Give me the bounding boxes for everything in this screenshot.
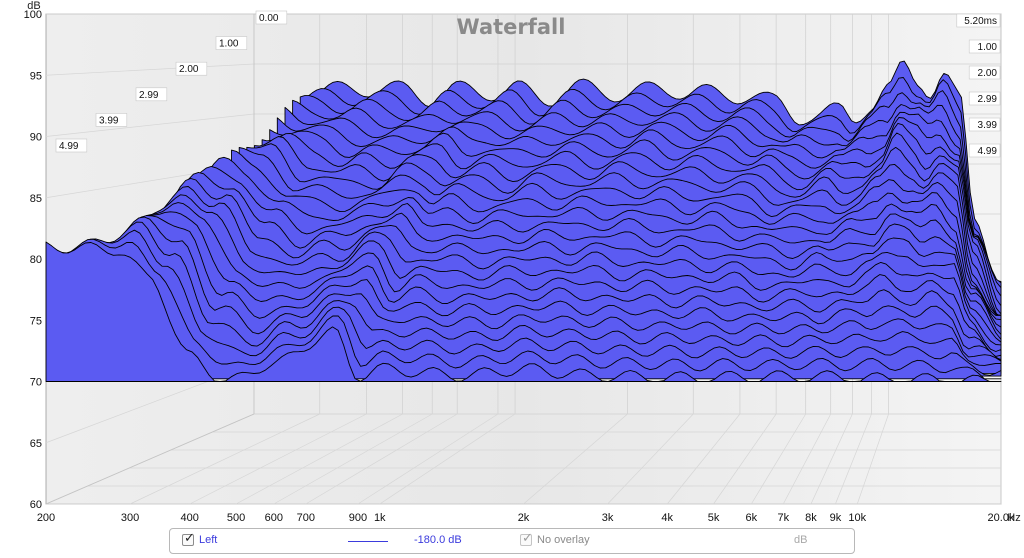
side-db-line	[45, 113, 255, 137]
x-tick-label: 7k	[777, 512, 789, 524]
waterfall-slice	[70, 221, 1002, 374]
time-label-box	[968, 91, 1001, 106]
x-tick-label: 1k	[374, 512, 386, 524]
overlay-label: No overlay	[537, 534, 590, 546]
legend-left-toggle[interactable]: Left	[182, 531, 218, 546]
legend-level: -180.0 dB	[414, 534, 462, 546]
time-label-left: 4.99	[59, 141, 79, 152]
x-tick-label: 9k	[830, 512, 842, 524]
y-axis-label: dB	[27, 0, 40, 12]
side-db-line	[45, 63, 255, 76]
x-tick-label: 8k	[805, 512, 817, 524]
time-label-box	[215, 36, 248, 50]
y-tick-label: 100	[24, 9, 42, 21]
floor-grid-line	[235, 413, 403, 505]
floor-grid-line	[189, 413, 367, 505]
time-label-box	[135, 87, 168, 102]
floor-grid-line	[782, 413, 832, 505]
legend-series-swatch	[348, 541, 388, 542]
time-label-left: 0.00	[259, 13, 279, 24]
y-tick-label: 60	[30, 499, 42, 511]
legend-left-label: Left	[199, 534, 218, 546]
y-tick-label: 90	[30, 132, 42, 144]
y-tick-label: 65	[30, 438, 42, 450]
floor-grid-line	[856, 413, 889, 505]
time-label-left: 2.00	[179, 64, 199, 75]
time-label-right: 1.00	[978, 42, 998, 53]
series-line-swatch	[348, 541, 388, 542]
floor-grid-line	[666, 413, 741, 505]
floor-grid-line	[305, 413, 458, 505]
floor-grid-line	[129, 413, 320, 505]
floor-grid-line	[273, 413, 433, 505]
floor-grid-line	[379, 413, 516, 505]
x-tick-label: 400	[181, 512, 199, 524]
x-tick-label: 900	[349, 512, 367, 524]
floor-grid-line	[713, 413, 777, 505]
overlay-unit-label: dB	[794, 534, 808, 546]
x-tick-label: 700	[297, 512, 315, 524]
time-label-right: 2.99	[978, 94, 998, 105]
x-tick-label: 20.0k	[988, 512, 1015, 524]
floor-edge	[45, 413, 255, 505]
time-label-box	[55, 138, 88, 153]
y-tick-label: 75	[30, 315, 42, 327]
time-label-box	[968, 65, 1001, 80]
x-tick-label: 3k	[602, 512, 614, 524]
time-label-right: 4.99	[978, 146, 998, 157]
time-label-right: 3.99	[978, 120, 998, 131]
overlay-checkbox[interactable]	[520, 531, 533, 546]
x-tick-label: 500	[227, 512, 245, 524]
x-tick-label: 4k	[661, 512, 673, 524]
overlay-unit: dB	[794, 534, 807, 546]
time-label-right: 2.00	[978, 68, 998, 79]
time-label-left: 3.99	[99, 115, 119, 126]
x-tick-label: 6k	[746, 512, 758, 524]
chart-title: Waterfall	[457, 15, 566, 39]
x-tick-label: 10k	[848, 512, 866, 524]
x-axis-label: Hz	[1007, 512, 1020, 524]
x-tick-label: 5k	[708, 512, 720, 524]
x-tick-label: 300	[121, 512, 139, 524]
floor-grid-line	[810, 413, 853, 505]
time-label-box	[255, 10, 288, 25]
time-label-left: 1.00	[219, 39, 239, 50]
waterfall-slice	[45, 241, 1002, 382]
y-tick-label: 80	[30, 254, 42, 266]
floor-grid-line	[607, 413, 694, 505]
time-label-box	[956, 13, 1001, 28]
time-label-box	[175, 61, 208, 76]
time-label-right: 5.20ms	[964, 16, 997, 27]
legend-level-label: -180.0 dB	[414, 534, 462, 546]
y-tick-label: 85	[30, 193, 42, 205]
x-tick-label: 200	[37, 512, 55, 524]
floor-grid-line	[357, 413, 499, 505]
waterfall-slice	[62, 229, 1002, 377]
time-label-box	[968, 117, 1001, 132]
overlay-toggle[interactable]: No overlay	[520, 531, 590, 546]
time-label-box	[968, 143, 1001, 158]
x-tick-label: 600	[265, 512, 283, 524]
time-label-left: 2.99	[139, 90, 159, 101]
floor-grid-line	[751, 413, 807, 505]
y-tick-label: 95	[30, 70, 42, 82]
waterfall-slices	[45, 60, 1002, 382]
floor-grid-line	[523, 413, 628, 505]
x-tick-label: 2k	[518, 512, 530, 524]
floor-grid-line	[835, 413, 872, 505]
legend-bar: Left -180.0 dB No overlay dB	[169, 528, 855, 554]
time-label-box	[968, 39, 1001, 54]
left-checkbox[interactable]	[182, 531, 195, 546]
time-label-box	[95, 113, 128, 127]
y-tick-label: 70	[30, 377, 42, 389]
